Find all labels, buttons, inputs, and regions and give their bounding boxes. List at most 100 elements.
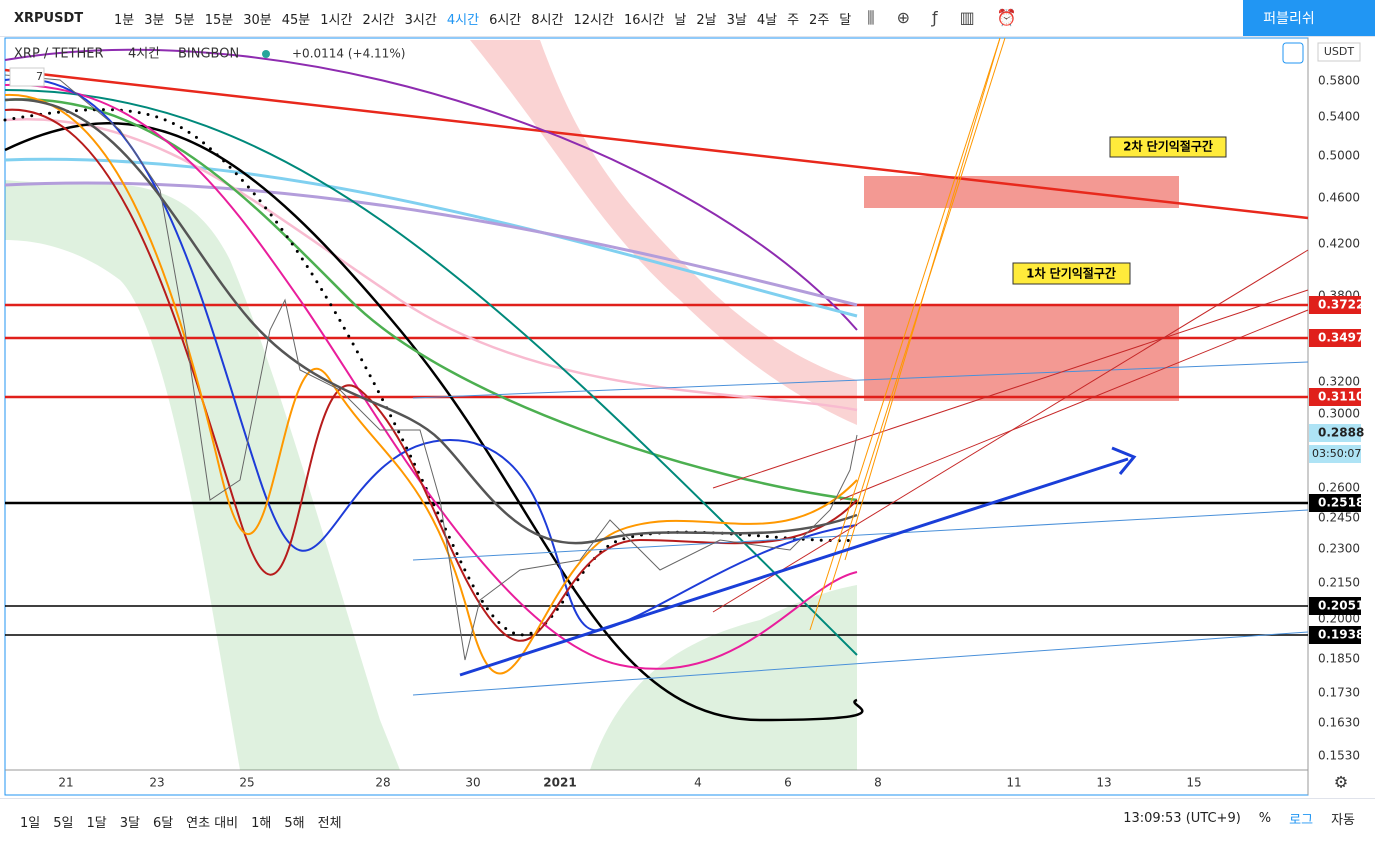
interval-button[interactable]: 3시간 [404, 12, 437, 28]
range-button[interactable]: 6달 [152, 815, 174, 831]
compare-icon[interactable]: ⊕ [896, 8, 911, 27]
alert-icon[interactable]: ⏰ [996, 8, 1017, 27]
time-tick-label: 2021 [543, 776, 576, 790]
price-tick-label: 0.1630 [1318, 716, 1360, 730]
trend-line [829, 37, 1006, 591]
interval-button[interactable]: 5분 [174, 12, 195, 28]
price-tick-label: 0.5000 [1318, 149, 1360, 163]
interval-button[interactable]: 8시간 [531, 12, 564, 28]
price-label-box [1309, 626, 1361, 644]
range-button[interactable]: 5일 [53, 815, 74, 831]
annotation: 2차 단기익절구간 [1123, 139, 1213, 154]
price-label: 0.3722 [1318, 298, 1364, 312]
time-tick-label: 21 [58, 776, 73, 790]
price-tick-label: 0.3000 [1318, 407, 1360, 421]
time-tick-label: 11 [1006, 776, 1021, 790]
trend-line [839, 309, 1309, 501]
interval-button[interactable]: 날 [674, 12, 687, 28]
moving-average [4, 48, 858, 331]
price-label: 0.2051 [1318, 599, 1364, 613]
screen-button[interactable] [1282, 42, 1304, 64]
arrow-line [459, 457, 1129, 677]
currency: USDT [1324, 45, 1355, 58]
interval-button[interactable]: 12시간 [573, 12, 614, 28]
price-tick-label: 0.2150 [1318, 576, 1360, 590]
price-tick-label: 0.5800 [1318, 74, 1360, 88]
interval-button[interactable]: 2시간 [362, 12, 395, 28]
time-tick-label: 13 [1096, 776, 1111, 790]
time-tick-label: 30 [465, 776, 480, 790]
price-tick-label: 0.4600 [1318, 191, 1360, 205]
range-list: 1일 5일 1달 3달 6달 연초 대비 1해 5해 전체 [0, 812, 342, 831]
indicators [3, 37, 1309, 722]
interval-button[interactable]: 1시간 [320, 12, 353, 28]
moving-average [4, 89, 858, 656]
trend-line [712, 289, 1309, 489]
legend-symbol: XRP / TETHER [14, 47, 104, 62]
price-label: 0.2518 [1318, 496, 1364, 510]
range-button[interactable]: 연초 대비 [186, 815, 239, 831]
indicator-icon[interactable]: ƒ [932, 8, 938, 27]
currency-box [1317, 42, 1361, 62]
price-label-box [1309, 388, 1361, 406]
trend-line [412, 631, 1309, 696]
target-zone [864, 304, 1179, 401]
price-label-box [1309, 424, 1361, 442]
price-tick-label: 0.3200 [1318, 375, 1360, 389]
range-button[interactable]: 1일 [20, 815, 41, 831]
interval-button[interactable]: 주 [787, 12, 800, 28]
chart-type-icon[interactable]: ⫼ [867, 8, 875, 27]
interval-button[interactable]: 4시간 [446, 12, 480, 28]
top-toolbar: XRPUSDT 1분 3분 5분 15분 30분 45분 1시간 2시간 3시간 4시간 6시간 8시… [0, 0, 1375, 37]
price-tick-label: 0.4200 [1318, 237, 1360, 251]
publish-button[interactable]: 퍼블리쉬 [1243, 0, 1335, 36]
range-button[interactable]: 1달 [86, 815, 107, 831]
time-tick-label: 25 [239, 776, 254, 790]
range-button[interactable]: 5해 [284, 815, 305, 831]
trend-line [809, 37, 1001, 631]
interval-button[interactable]: 15분 [204, 12, 234, 28]
legend-exchange: BINGBON [178, 47, 239, 62]
interval-button[interactable]: 2날 [696, 12, 717, 28]
price-label-box [1309, 597, 1361, 615]
interval-button[interactable]: 45분 [281, 12, 311, 28]
interval-button[interactable]: 6시간 [489, 12, 522, 28]
status-dot [262, 50, 270, 58]
auto-toggle[interactable]: 자동 [1331, 812, 1355, 828]
price-tick-label: 0.5400 [1318, 110, 1360, 124]
price-label: 0.2888 [1318, 426, 1364, 440]
annotation-box [1109, 136, 1227, 158]
price-line [4, 74, 858, 661]
moving-average [4, 117, 858, 412]
price-label: 0.3110 [1318, 390, 1364, 404]
countdown: 03:50:07 [1312, 447, 1361, 460]
range-button[interactable]: 1해 [251, 815, 272, 831]
interval-button[interactable]: 3분 [144, 12, 165, 28]
interval-button[interactable]: 2주 [809, 12, 830, 28]
trend-line [412, 361, 1309, 399]
indicator-toggle[interactable] [9, 67, 45, 87]
moving-average [4, 98, 858, 502]
countdown-box [1309, 445, 1361, 463]
symbol[interactable]: XRPUSDT [14, 10, 84, 26]
interval-button[interactable]: 16시간 [623, 12, 665, 28]
percent-toggle[interactable]: % [1258, 810, 1272, 826]
cloud-band [5, 180, 400, 770]
interval-button[interactable]: 달 [839, 12, 852, 28]
log-toggle[interactable]: 로그 [1289, 812, 1314, 828]
time-tick-label: 8 [874, 776, 882, 790]
interval-button[interactable]: 4날 [756, 12, 778, 28]
layout-icon[interactable]: ▥ [959, 8, 975, 27]
trend-line [844, 37, 1001, 561]
interval-button[interactable]: 1분 [114, 12, 135, 28]
interval-button[interactable]: 30분 [243, 12, 272, 28]
settings-icon[interactable]: ⚙ [1334, 773, 1348, 792]
range-button[interactable]: 3달 [119, 815, 140, 831]
price-tick-label: 0.2450 [1318, 511, 1360, 525]
time-tick-label: 4 [694, 776, 702, 790]
range-button[interactable]: 전체 [317, 815, 342, 831]
replay-button[interactable] [1335, 0, 1375, 36]
interval-button[interactable]: 3날 [726, 12, 747, 28]
